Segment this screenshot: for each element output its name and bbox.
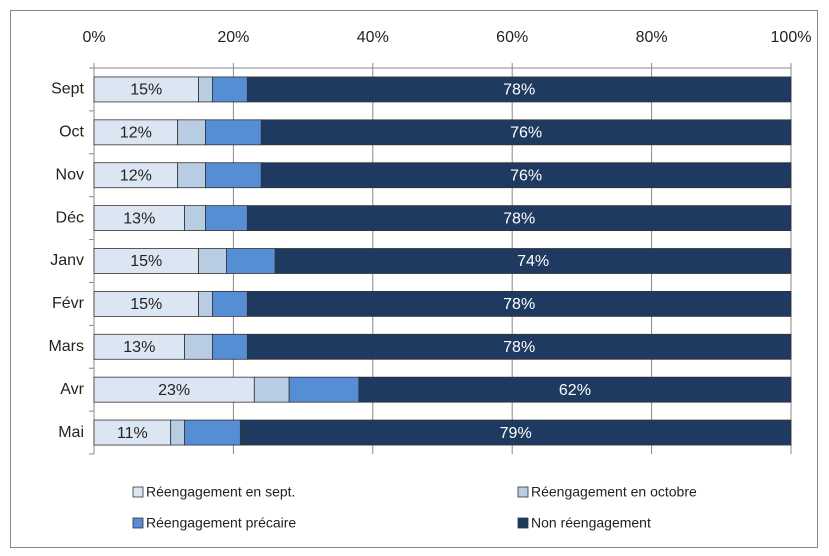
data-label: 78% xyxy=(503,339,535,356)
data-label: 13% xyxy=(123,210,155,227)
bar-segment xyxy=(198,76,213,103)
bar-segment xyxy=(93,248,199,274)
x-tick-label: 40% xyxy=(357,29,389,46)
data-label: 78% xyxy=(503,82,535,99)
data-label: 15% xyxy=(130,82,162,99)
data-label: 78% xyxy=(503,296,535,313)
data-label: 74% xyxy=(517,253,549,270)
data-label: 15% xyxy=(130,296,162,313)
y-tick-label: Mai xyxy=(58,424,84,441)
x-tick-label: 20% xyxy=(217,29,249,46)
bar-segment xyxy=(93,119,179,146)
bar-segment xyxy=(93,290,199,317)
x-tick-label: 100% xyxy=(771,29,812,46)
bar-segment xyxy=(246,76,792,103)
bar-segment xyxy=(184,419,241,446)
bar-segment xyxy=(260,162,792,189)
y-tick-label: Févr xyxy=(52,295,85,312)
legend-label: Réengagement précaire xyxy=(146,515,296,531)
bar-segment xyxy=(274,248,792,274)
legend-swatch xyxy=(517,486,529,498)
bar-segment xyxy=(93,376,255,403)
bar-segment xyxy=(358,376,792,403)
y-tick-label: Déc xyxy=(56,209,84,226)
bar-segment xyxy=(93,76,199,103)
data-label: 15% xyxy=(130,253,162,270)
bar-segment xyxy=(246,205,792,232)
x-tick-label: 60% xyxy=(496,29,528,46)
data-label: 23% xyxy=(158,382,190,399)
bar-segment xyxy=(184,205,206,232)
bar-segment xyxy=(177,162,206,189)
bar-segment xyxy=(260,119,792,146)
bar-segment xyxy=(93,333,186,360)
y-tick-label: Sept xyxy=(51,81,84,98)
bar-segment xyxy=(184,333,213,360)
bar-segment xyxy=(93,419,172,446)
legend-swatch xyxy=(132,486,144,498)
bar-segment xyxy=(177,119,206,146)
bar-segment xyxy=(93,162,179,189)
data-label: 79% xyxy=(500,425,532,442)
legend-swatch xyxy=(517,517,529,529)
legend: Réengagement en sept. Réengagement en oct… xyxy=(132,484,697,531)
legend-label: Réengagement en octobre xyxy=(531,484,697,500)
data-label: 76% xyxy=(510,167,542,184)
bar-segment xyxy=(212,333,248,360)
bar-segment xyxy=(205,119,262,146)
legend-label: Non réengagement xyxy=(531,515,651,531)
bar-segment xyxy=(212,290,248,317)
bar-segment xyxy=(205,162,262,189)
data-label: 78% xyxy=(503,210,535,227)
data-label: 12% xyxy=(120,167,152,184)
bar-segment xyxy=(93,205,186,232)
bar-segment xyxy=(170,419,186,446)
bar-segment xyxy=(246,333,792,360)
y-tick-label: Nov xyxy=(56,166,84,183)
x-tick-label: 80% xyxy=(636,29,668,46)
x-tick-label: 0% xyxy=(82,29,105,46)
y-tick-label: Oct xyxy=(59,124,84,141)
bar-segment xyxy=(246,290,792,317)
data-label: 13% xyxy=(123,339,155,356)
bar-segment xyxy=(198,248,227,274)
bar-segment xyxy=(212,76,248,103)
bar-segment xyxy=(198,290,213,317)
bar-segment xyxy=(205,205,248,232)
data-label: 11% xyxy=(117,425,148,442)
legend-label: Réengagement en sept. xyxy=(146,484,295,500)
data-label: 76% xyxy=(510,125,542,142)
bar-segment xyxy=(253,376,290,403)
data-label: 62% xyxy=(559,382,591,399)
y-tick-label: Janv xyxy=(50,252,84,269)
legend-swatch xyxy=(132,517,144,529)
y-tick-label: Avr xyxy=(60,381,84,398)
bar-segment xyxy=(239,419,792,446)
bar-segment xyxy=(226,248,276,274)
data-label: 12% xyxy=(120,125,152,142)
y-tick-label: Mars xyxy=(48,338,84,355)
bar-segment xyxy=(288,376,360,403)
